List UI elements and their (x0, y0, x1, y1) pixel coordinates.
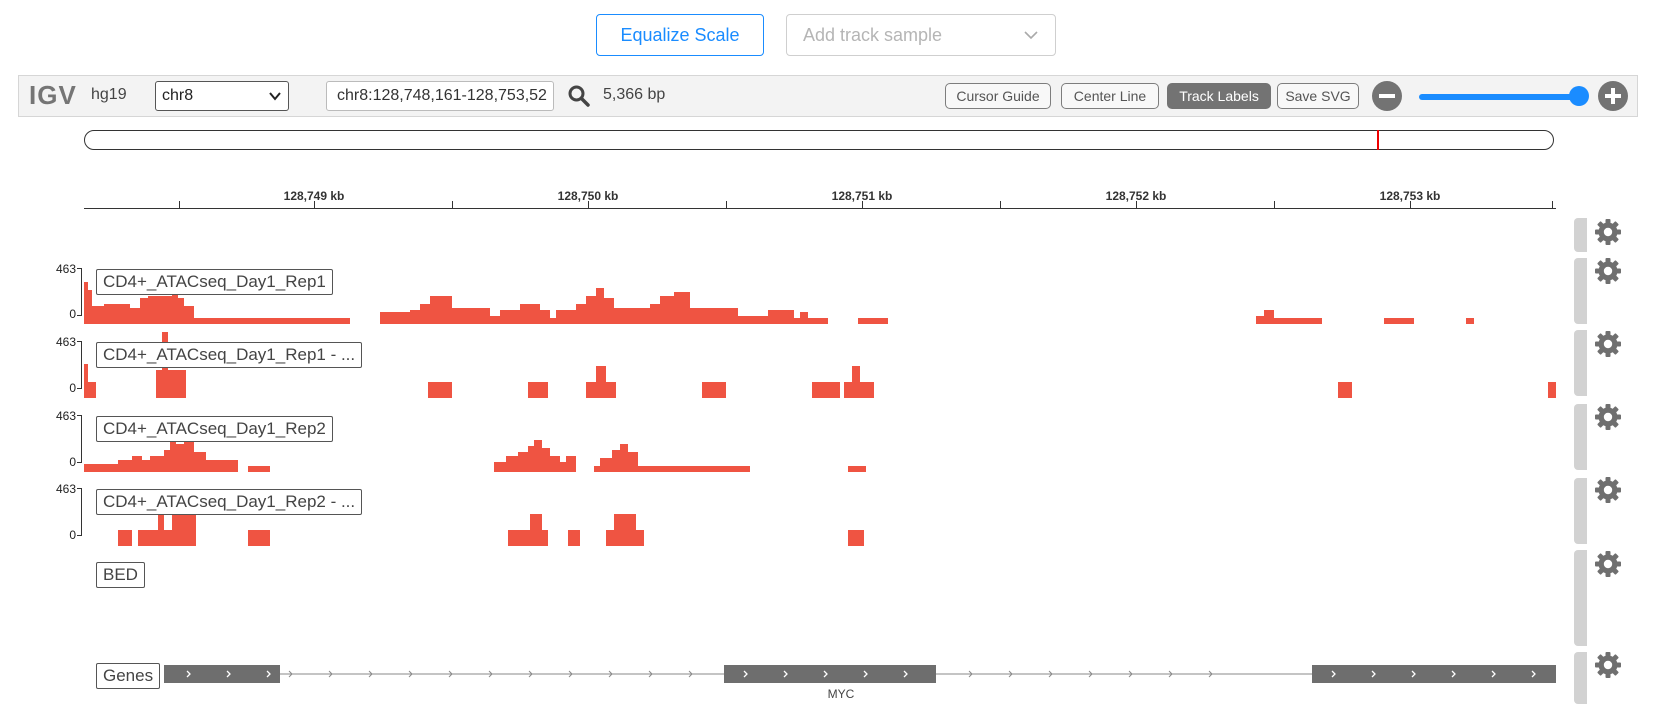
ruler-tick (726, 201, 727, 209)
ruler-tick-label: 128,750 kb (557, 189, 619, 203)
ruler-tick (1410, 201, 1411, 209)
track-scale-min: 0 (69, 381, 76, 395)
ruler-tick-label: 128,752 kb (1105, 189, 1167, 203)
track-name-label: Genes (96, 663, 161, 689)
ruler-tick (1000, 201, 1001, 209)
ruler-tick-label: 128,749 kb (283, 189, 345, 203)
ruler-tick (452, 201, 453, 209)
chromosome-ideogram[interactable] (84, 130, 1554, 150)
ruler-tick-label: 128,751 kb (831, 189, 893, 203)
cursor-guide-button[interactable]: Cursor Guide (945, 83, 1051, 109)
gene-track-myc[interactable]: MYC (84, 660, 1556, 700)
zoom-slider-handle[interactable] (1569, 86, 1589, 106)
gear-icon[interactable] (1594, 476, 1622, 504)
ruler-tick-label: 128,753 kb (1379, 189, 1441, 203)
ruler-tick (179, 201, 180, 209)
ideogram-current-region (1377, 130, 1379, 150)
ruler-tick (862, 201, 863, 209)
add-track-sample-select[interactable]: Add track sample (786, 14, 1056, 56)
gear-icon[interactable] (1594, 218, 1622, 246)
plus-circle-icon[interactable] (1597, 80, 1629, 112)
track-scale-max: 463 (55, 335, 76, 349)
track-drag-handle[interactable] (1574, 218, 1587, 252)
track-name-label: CD4+_ATACseq_Day1_Rep2 (96, 416, 333, 442)
equalize-scale-button[interactable]: Equalize Scale (596, 14, 764, 56)
chromosome-value: chr8 (162, 87, 194, 104)
igv-navbar: IGV hg19 chr8 chr8:128,748,161-128,753,5… (18, 75, 1638, 117)
gear-icon[interactable] (1594, 403, 1622, 431)
track-scale-min: 0 (69, 528, 76, 542)
window-width-label: 5,366 bp (603, 86, 666, 103)
track-scale-min: 0 (69, 307, 76, 321)
track-drag-handle[interactable] (1574, 652, 1587, 704)
gear-icon[interactable] (1594, 550, 1622, 578)
ruler-tick (1136, 201, 1137, 209)
top-controls: Equalize Scale Add track sample (596, 14, 1056, 56)
track-name-label: CD4+_ATACseq_Day1_Rep2 - ... (96, 489, 363, 515)
track-name-label: CD4+_ATACseq_Day1_Rep1 (96, 269, 333, 295)
track-scale-max: 463 (55, 409, 76, 423)
track-name-label: CD4+_ATACseq_Day1_Rep1 - ... (96, 342, 363, 368)
track-scale-min: 0 (69, 455, 76, 469)
gear-icon[interactable] (1594, 257, 1622, 285)
track-signal-rep1[interactable] (84, 262, 1556, 324)
track-signal-rep2[interactable] (84, 404, 1556, 472)
genome-label[interactable]: hg19 (91, 86, 127, 103)
chevron-down-icon (1024, 31, 1038, 40)
track-drag-handle[interactable] (1574, 330, 1587, 396)
track-signal-rep2-filtered[interactable] (84, 480, 1556, 546)
track-scale-max: 463 (55, 262, 76, 276)
ruler-tick (314, 201, 315, 209)
center-line-button[interactable]: Center Line (1061, 83, 1159, 109)
igv-logo: IGV (29, 80, 77, 110)
track-name-label: BED (96, 562, 145, 588)
track-drag-handle[interactable] (1574, 404, 1587, 470)
ruler-axis (84, 208, 1556, 209)
ruler-tick (1274, 201, 1275, 209)
track-scale-max: 463 (55, 482, 76, 496)
track-drag-handle[interactable] (1574, 478, 1587, 544)
ruler-tick (588, 201, 589, 209)
track-drag-handle[interactable] (1574, 550, 1587, 646)
zoom-slider[interactable] (1419, 94, 1579, 100)
track-scale-bracket (77, 341, 82, 389)
locus-search-input[interactable]: chr8:128,748,161-128,753,52 (326, 81, 554, 111)
track-labels-button[interactable]: Track Labels (1167, 83, 1271, 109)
ruler-tick (1552, 201, 1553, 209)
add-track-placeholder: Add track sample (803, 24, 943, 45)
save-svg-button[interactable]: Save SVG (1277, 83, 1359, 109)
track-scale-bracket (77, 268, 82, 316)
track-drag-handle[interactable] (1574, 258, 1587, 324)
gear-icon[interactable] (1594, 330, 1622, 358)
search-icon[interactable] (567, 84, 591, 108)
chevron-down-icon (269, 92, 281, 101)
track-scale-bracket (77, 488, 82, 536)
chromosome-select[interactable]: chr8 (155, 81, 289, 111)
gene-name-label: MYC (828, 687, 855, 700)
minus-circle-icon[interactable] (1371, 80, 1403, 112)
gear-icon[interactable] (1594, 651, 1622, 679)
track-scale-bracket (77, 415, 82, 463)
